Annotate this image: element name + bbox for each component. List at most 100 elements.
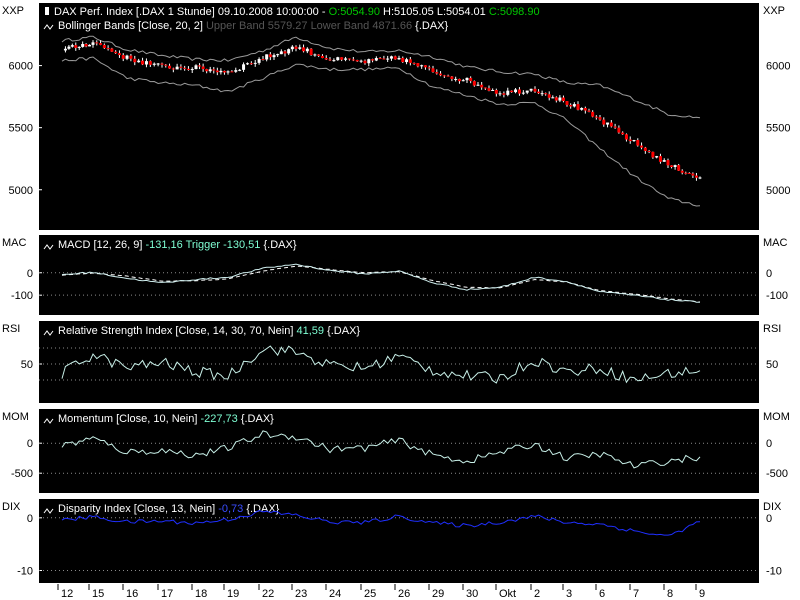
wave-icon: [43, 418, 54, 424]
candle-body: [609, 122, 613, 127]
panel-macd-tick-left: -100: [11, 290, 33, 302]
candle-body: [651, 151, 655, 158]
candle-body: [74, 45, 78, 48]
candle-body: [435, 72, 439, 74]
candle-body: [351, 59, 355, 61]
x-tick-label: 26: [398, 588, 410, 600]
candle-body: [401, 57, 405, 63]
candle-body: [561, 97, 565, 102]
candle-body: [510, 90, 514, 93]
candle-body: [261, 59, 265, 61]
candle-body: [547, 94, 551, 98]
candle-body: [506, 90, 510, 95]
candle-body: [680, 170, 684, 173]
candle-body: [454, 78, 458, 80]
candle-body: [168, 65, 172, 69]
candle-body: [117, 53, 121, 56]
wave-icon: [43, 508, 54, 514]
momentum-line: [61, 430, 701, 469]
candle-body: [355, 59, 359, 62]
panel-mom-tick-left: -500: [11, 468, 33, 480]
candle-body: [141, 60, 145, 65]
panel-price-tick-left: 5500: [9, 123, 33, 135]
candle-body: [565, 101, 569, 105]
candle-body: [332, 60, 336, 62]
x-tick-label: 18: [195, 588, 207, 600]
bollinger-upper-line: [61, 35, 701, 119]
candle-body: [662, 160, 666, 162]
candle-body: [533, 88, 537, 92]
panel-rsi: RSI RSI 50 50 Relative Strength Index [Close…: [2, 320, 781, 404]
candle-body: [487, 88, 491, 91]
candle-body: [393, 56, 397, 60]
candle-body: [88, 44, 92, 47]
candle-body: [389, 56, 393, 59]
candle-body: [647, 151, 651, 153]
panel-mom-side-label-right: MOM: [763, 411, 790, 423]
candle-body: [397, 57, 401, 60]
candle-body: [640, 145, 644, 148]
panel-price-tick-left: 6000: [9, 61, 33, 73]
candle-body: [698, 177, 702, 179]
candle-body: [164, 64, 168, 66]
candle-body: [405, 59, 409, 63]
panel-price-frame: [38, 2, 760, 231]
panel-price-tick-right: 5000: [766, 185, 790, 197]
candle-body: [537, 91, 541, 94]
panel-mom-side-label-left: MOM: [2, 411, 29, 423]
candle-body: [279, 51, 283, 55]
candle-body: [412, 62, 416, 64]
panel-rsi-side-label-right: RSI: [763, 323, 781, 335]
candle-body: [594, 116, 598, 118]
candle-body: [587, 110, 591, 112]
candle-body: [219, 70, 223, 73]
x-tick-label: 3: [566, 588, 572, 600]
candle-body: [152, 63, 156, 65]
candle-body: [238, 69, 242, 71]
candle-body: [276, 54, 280, 56]
panel-price: XXP XXP 5000 5000 5500 5500 6000 6000 DAX Perf. …: [2, 2, 790, 231]
candle-body: [302, 47, 306, 52]
panel-rsi-frame: [38, 320, 760, 404]
panel-price-side-label-right: XXP: [763, 5, 785, 17]
candle-body: [324, 58, 328, 60]
candle-body: [287, 49, 291, 54]
candle-body: [558, 97, 562, 101]
candle-body: [133, 58, 137, 63]
candle-body: [249, 63, 253, 65]
candle-body: [427, 67, 431, 69]
candle-body: [114, 51, 118, 54]
panel-macd-tick-right: 0: [766, 268, 772, 280]
candle-body: [416, 63, 420, 67]
candle-body: [84, 44, 88, 47]
panel-dix-tick-right: 0: [766, 513, 772, 525]
panel-price-tick-right: 6000: [766, 61, 790, 73]
candle-body: [268, 54, 272, 58]
candle-body: [431, 68, 435, 73]
candle-body: [320, 55, 324, 59]
candle-body: [591, 111, 595, 117]
x-tick-label: 30: [466, 588, 478, 600]
candle-body: [253, 62, 257, 64]
candle-body: [569, 104, 573, 107]
candle-body: [525, 90, 529, 93]
x-tick-label: 29: [432, 588, 444, 600]
candle-body: [190, 69, 194, 71]
candle-body: [81, 44, 85, 47]
candle-body: [208, 69, 212, 72]
bollinger-legend: Bollinger Bands [Close, 20, 2] Upper Ban…: [58, 20, 448, 32]
candle-body: [347, 58, 351, 60]
candle-body: [95, 42, 99, 44]
candle-body: [171, 68, 175, 70]
x-tick-label: 23: [295, 588, 307, 600]
candle-body: [175, 66, 179, 70]
candle-body: [290, 46, 294, 50]
candle-body: [469, 77, 473, 82]
candle-body: [201, 66, 205, 70]
candle-body: [70, 45, 74, 47]
candle-body: [628, 139, 632, 142]
candle-body: [230, 71, 234, 73]
x-tick-label: 9: [699, 588, 705, 600]
candle-body: [137, 60, 141, 63]
